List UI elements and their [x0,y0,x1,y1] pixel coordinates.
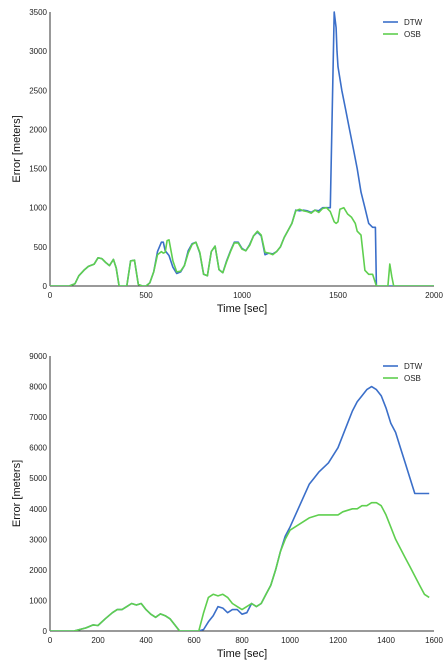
chart2-x-tick-label: 800 [235,636,249,645]
chart1-legend-label-dtw: DTW [404,18,423,27]
chart1-y-tick-label: 2000 [29,125,47,134]
chart2-y-tick-label: 0 [43,627,48,636]
chart2-y-tick-label: 5000 [29,474,47,483]
chart2-y-tick-label: 1000 [29,596,47,605]
chart2-y-tick-label: 8000 [29,383,47,392]
chart2-y-tick-label: 3000 [29,535,47,544]
chart2-legend-label-osb: OSB [404,374,421,383]
chart2-y-tick-label: 6000 [29,444,47,453]
chart1-x-tick-label: 2000 [425,291,443,300]
chart1-y-axis-label: Error [meters] [11,115,23,182]
chart1-y-tick-label: 500 [34,243,48,252]
chart1-series-dtw-line [50,11,434,286]
chart2-x-tick-label: 1000 [281,636,299,645]
chart1-y-tick-label: 3500 [29,8,47,17]
chart1-y-tick-label: 1000 [29,204,47,213]
chart1-legend-label-osb: OSB [404,30,421,39]
chart1-y-tick-label: 2500 [29,86,47,95]
chart1-y-tick-label: 0 [43,282,48,291]
chart1-y-tick-label: 1500 [29,165,47,174]
chart1-series-osb-line [50,206,434,286]
chart2-x-tick-label: 0 [48,636,53,645]
chart2-x-axis-label: Time [sec] [217,648,267,660]
chart1-y-tick-label: 3000 [29,47,47,56]
chart2-series-dtw-line [50,385,430,631]
chart2-x-tick-label: 200 [91,636,105,645]
chart2-y-tick-label: 9000 [29,352,47,361]
chart2-y-tick-label: 2000 [29,566,47,575]
chart2-x-tick-label: 1200 [329,636,347,645]
chart2-y-tick-label: 4000 [29,505,47,514]
chart1-x-tick-label: 1500 [329,291,347,300]
chart2-y-tick-label: 7000 [29,413,47,422]
chart1-x-tick-label: 500 [139,291,153,300]
chart1-x-tick-label: 0 [48,291,53,300]
chart2-x-tick-label: 400 [139,636,153,645]
chart2-x-tick-label: 1600 [425,636,443,645]
chart1-x-tick-label: 1000 [233,291,251,300]
chart1-x-axis-label: Time [sec] [217,303,267,315]
chart2-y-axis-label: Error [meters] [11,460,23,527]
chart2-legend-label-dtw: DTW [404,362,423,371]
chart2-series-osb-line [50,501,430,631]
chart2-x-tick-label: 1400 [377,636,395,645]
chart2-x-tick-label: 600 [187,636,201,645]
